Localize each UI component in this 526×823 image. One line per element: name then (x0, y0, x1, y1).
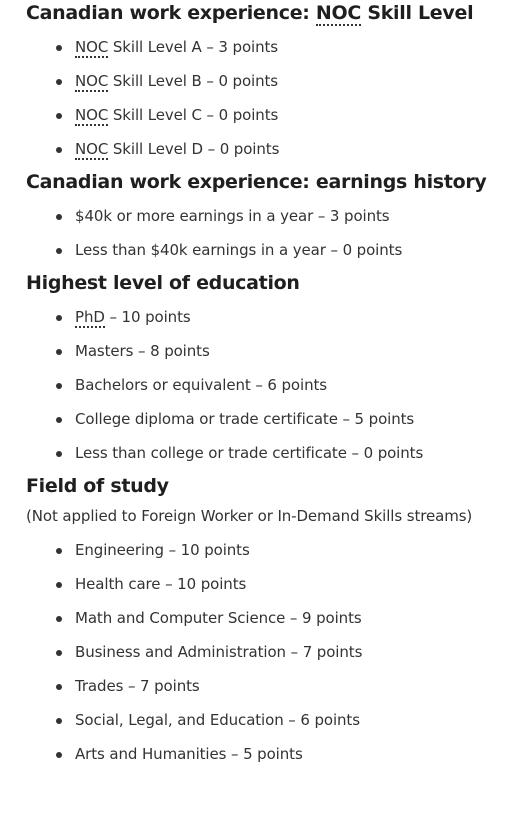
noc-abbreviation[interactable]: NOC (75, 72, 109, 92)
list-item: College diploma or trade certificate – 5… (56, 402, 526, 436)
noc-skill-level-list: NOC Skill Level A – 3 points NOC Skill L… (26, 30, 526, 166)
list-item: PhD – 10 points (56, 300, 526, 334)
education-section: Highest level of education PhD – 10 poin… (26, 270, 526, 470)
list-item: Less than college or trade certificate –… (56, 436, 526, 470)
list-item-text: Skill Level B – 0 points (108, 72, 279, 90)
list-item: Masters – 8 points (56, 334, 526, 368)
list-item: Trades – 7 points (56, 669, 526, 703)
list-item: NOC Skill Level C – 0 points (56, 98, 526, 132)
earnings-history-list: $40k or more earnings in a year – 3 poin… (26, 199, 526, 267)
noc-abbreviation[interactable]: NOC (75, 140, 109, 160)
list-item-text: Skill Level D – 0 points (108, 140, 280, 158)
list-item: Business and Administration – 7 points (56, 635, 526, 669)
field-of-study-section: Field of study (Not applied to Foreign W… (26, 473, 526, 771)
list-item: Bachelors or equivalent – 6 points (56, 368, 526, 402)
list-item: NOC Skill Level B – 0 points (56, 64, 526, 98)
list-item: $40k or more earnings in a year – 3 poin… (56, 199, 526, 233)
list-item: Less than $40k earnings in a year – 0 po… (56, 233, 526, 267)
list-item: NOC Skill Level A – 3 points (56, 30, 526, 64)
education-heading: Highest level of education (26, 272, 300, 294)
list-item: NOC Skill Level D – 0 points (56, 132, 526, 166)
points-grid-page: Canadian work experience: NOC Skill Leve… (26, 0, 526, 771)
list-item-text: Skill Level A – 3 points (108, 38, 278, 56)
field-of-study-heading: Field of study (26, 475, 169, 497)
field-of-study-note: (Not applied to Foreign Worker or In-Dem… (26, 507, 473, 525)
list-item: Arts and Humanities – 5 points (56, 737, 526, 771)
list-item: Engineering – 10 points (56, 533, 526, 567)
noc-skill-level-section: Canadian work experience: NOC Skill Leve… (26, 0, 526, 166)
list-item: Math and Computer Science – 9 points (56, 601, 526, 635)
heading-prefix: Canadian work experience: (26, 2, 316, 24)
noc-abbreviation[interactable]: NOC (315, 2, 362, 26)
noc-skill-level-heading: Canadian work experience: NOC Skill Leve… (26, 0, 526, 26)
noc-abbreviation[interactable]: NOC (75, 38, 109, 58)
list-item: Health care – 10 points (56, 567, 526, 601)
phd-abbreviation[interactable]: PhD (75, 308, 105, 328)
education-list: PhD – 10 points Masters – 8 points Bache… (26, 300, 526, 470)
field-of-study-list: Engineering – 10 points Health care – 10… (26, 533, 526, 771)
earnings-history-section: Canadian work experience: earnings histo… (26, 169, 526, 267)
list-item-text: Skill Level C – 0 points (108, 106, 279, 124)
list-item-text: – 10 points (104, 308, 191, 326)
earnings-history-heading: Canadian work experience: earnings histo… (26, 171, 487, 193)
heading-suffix: Skill Level (361, 2, 474, 24)
noc-abbreviation[interactable]: NOC (75, 106, 109, 126)
list-item: Social, Legal, and Education – 6 points (56, 703, 526, 737)
